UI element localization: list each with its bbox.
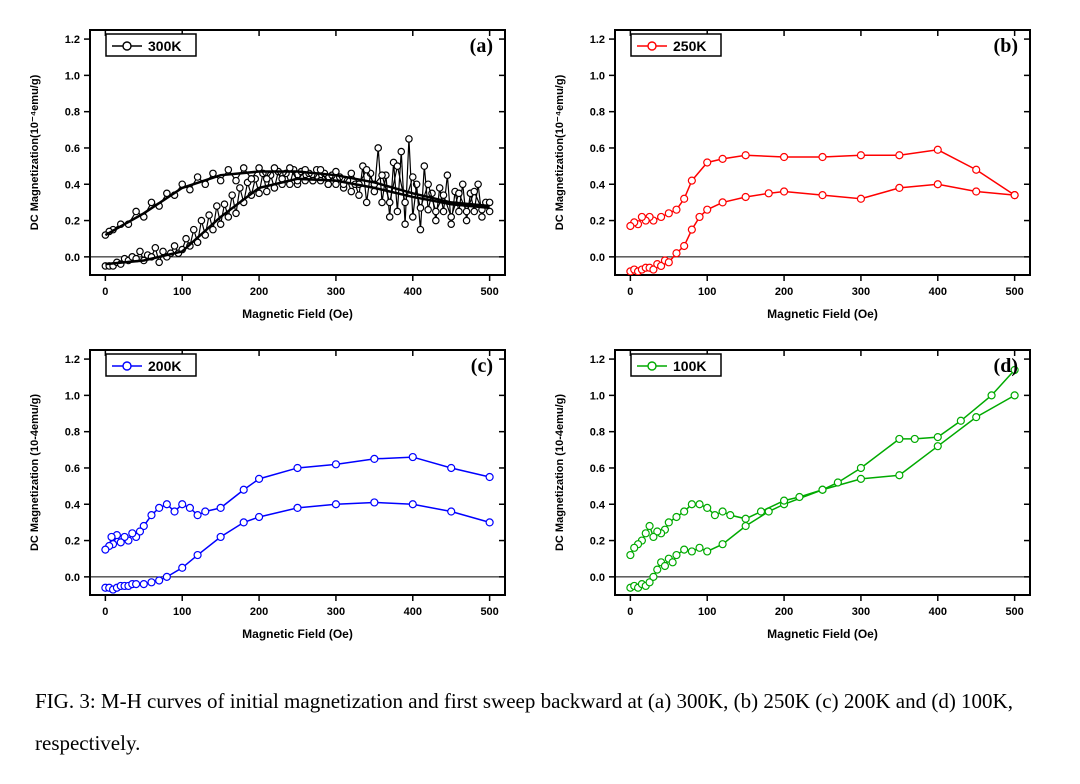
- svg-text:1.2: 1.2: [65, 354, 80, 366]
- svg-text:0.8: 0.8: [65, 107, 80, 119]
- svg-text:1.0: 1.0: [590, 70, 605, 82]
- svg-text:0.6: 0.6: [65, 463, 80, 475]
- svg-text:DC Magnetization (10-4emu/g): DC Magnetization (10-4emu/g): [554, 394, 566, 551]
- svg-text:200: 200: [250, 286, 268, 298]
- svg-text:250K: 250K: [673, 38, 706, 54]
- svg-text:0.2: 0.2: [590, 536, 605, 548]
- svg-text:Magnetic Field (Oe): Magnetic Field (Oe): [767, 307, 878, 321]
- svg-text:0.2: 0.2: [590, 216, 605, 228]
- svg-text:1.2: 1.2: [590, 34, 605, 46]
- svg-text:0.2: 0.2: [65, 536, 80, 548]
- svg-text:300: 300: [327, 606, 345, 618]
- svg-text:Magnetic Field (Oe): Magnetic Field (Oe): [242, 307, 353, 321]
- svg-text:(a): (a): [470, 35, 493, 57]
- svg-text:500: 500: [1005, 606, 1023, 618]
- svg-text:0.8: 0.8: [590, 107, 605, 119]
- svg-text:(b): (b): [994, 35, 1018, 57]
- svg-text:400: 400: [929, 286, 947, 298]
- chart-d: 0 100 200 300 400 500 0.0 0.2 0.4 0.6 0.8 1.0 1.2 Mag…: [545, 340, 1045, 650]
- svg-text:0: 0: [102, 286, 108, 298]
- svg-text:0.6: 0.6: [590, 143, 605, 155]
- svg-text:500: 500: [1005, 286, 1023, 298]
- svg-text:Magnetic Field (Oe): Magnetic Field (Oe): [242, 627, 353, 641]
- svg-text:100: 100: [698, 286, 716, 298]
- svg-text:300: 300: [852, 286, 870, 298]
- svg-text:200: 200: [775, 606, 793, 618]
- svg-text:300: 300: [327, 286, 345, 298]
- chart-a: 0 100 200 300 400 500 0.0 0.2 0.4 0.6 0.8 1.0 1.2 Mag…: [20, 20, 520, 330]
- panel-c: 0 100 200 300 400 500 0.0 0.2 0.4 0.6 0.8 1.0 1.2 Mag…: [20, 340, 535, 650]
- svg-text:1.2: 1.2: [65, 34, 80, 46]
- svg-text:0.2: 0.2: [65, 216, 80, 228]
- svg-text:0: 0: [102, 606, 108, 618]
- svg-text:200K: 200K: [148, 358, 181, 374]
- chart-b: 0 100 200 300 400 500 0.0 0.2 0.4 0.6 0.8 1.0 1.2 Mag…: [545, 20, 1045, 330]
- svg-text:DC Magnetization(10⁻⁴emu/g): DC Magnetization(10⁻⁴emu/g): [29, 74, 41, 230]
- svg-text:0.4: 0.4: [590, 179, 606, 191]
- svg-text:(d): (d): [994, 355, 1018, 377]
- svg-text:300K: 300K: [148, 38, 181, 54]
- svg-text:0.6: 0.6: [65, 143, 80, 155]
- svg-text:0.8: 0.8: [65, 427, 80, 439]
- svg-text:Magnetic Field (Oe): Magnetic Field (Oe): [767, 627, 878, 641]
- svg-text:0: 0: [627, 286, 633, 298]
- svg-text:0.6: 0.6: [590, 463, 605, 475]
- panel-a: 0 100 200 300 400 500 0.0 0.2 0.4 0.6 0.8 1.0 1.2 Mag…: [20, 20, 535, 330]
- svg-text:0.0: 0.0: [65, 572, 80, 584]
- svg-text:100: 100: [173, 606, 191, 618]
- svg-text:1.0: 1.0: [65, 390, 80, 402]
- svg-text:1.0: 1.0: [590, 390, 605, 402]
- panel-b: 0 100 200 300 400 500 0.0 0.2 0.4 0.6 0.8 1.0 1.2 Mag…: [545, 20, 1060, 330]
- svg-text:DC Magnetization (10-4emu/g): DC Magnetization (10-4emu/g): [29, 394, 41, 551]
- svg-text:100K: 100K: [673, 358, 706, 374]
- svg-text:1.2: 1.2: [590, 354, 605, 366]
- svg-text:400: 400: [929, 606, 947, 618]
- svg-text:DC Magnetization(10⁻⁴emu/g): DC Magnetization(10⁻⁴emu/g): [554, 74, 566, 230]
- svg-text:500: 500: [480, 606, 498, 618]
- svg-text:100: 100: [698, 606, 716, 618]
- svg-text:0.0: 0.0: [590, 572, 605, 584]
- svg-text:0.4: 0.4: [590, 499, 606, 511]
- svg-text:300: 300: [852, 606, 870, 618]
- svg-text:(c): (c): [471, 355, 493, 377]
- panel-d: 0 100 200 300 400 500 0.0 0.2 0.4 0.6 0.8 1.0 1.2 Mag…: [545, 340, 1060, 650]
- svg-text:500: 500: [480, 286, 498, 298]
- svg-text:400: 400: [404, 286, 422, 298]
- svg-text:0.0: 0.0: [65, 252, 80, 264]
- svg-text:0.4: 0.4: [65, 499, 81, 511]
- svg-text:200: 200: [775, 286, 793, 298]
- figure-grid: 0 100 200 300 400 500 0.0 0.2 0.4 0.6 0.8 1.0 1.2 Mag…: [20, 20, 1060, 650]
- chart-c: 0 100 200 300 400 500 0.0 0.2 0.4 0.6 0.8 1.0 1.2 Mag…: [20, 340, 520, 650]
- svg-text:100: 100: [173, 286, 191, 298]
- svg-text:0: 0: [627, 606, 633, 618]
- figure-caption: FIG. 3: M-H curves of initial magnetizat…: [20, 680, 1060, 764]
- svg-text:0.8: 0.8: [590, 427, 605, 439]
- svg-text:200: 200: [250, 606, 268, 618]
- svg-text:0.4: 0.4: [65, 179, 81, 191]
- svg-text:0.0: 0.0: [590, 252, 605, 264]
- svg-text:400: 400: [404, 606, 422, 618]
- svg-text:1.0: 1.0: [65, 70, 80, 82]
